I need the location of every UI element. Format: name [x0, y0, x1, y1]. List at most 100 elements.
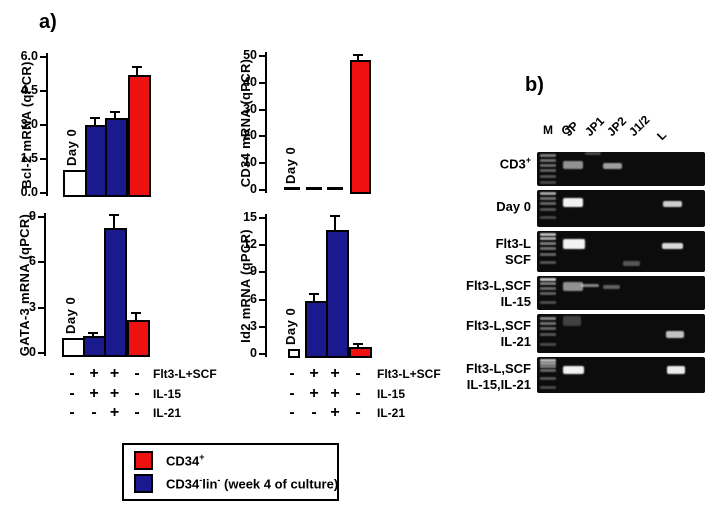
legend-label: CD34-lin- (week 4 of culture) [166, 475, 338, 491]
condition-sign: - [289, 384, 295, 402]
y-tick [38, 352, 44, 354]
gel-band [666, 331, 684, 338]
error-bar-cap [108, 214, 119, 217]
ladder-band [540, 237, 556, 240]
ladder-band [540, 359, 556, 362]
y-tick-label: 1.5 [20, 151, 38, 165]
lane-label: C [561, 123, 571, 137]
lane-label: JP2 [604, 113, 630, 139]
panel-b-label: b) [525, 74, 544, 96]
ladder-band [540, 216, 556, 219]
legend-item: CD34-lin- (week 4 of culture) [134, 474, 338, 493]
condition-sign: + [109, 404, 120, 422]
ladder-band [540, 386, 556, 389]
y-tick [259, 244, 265, 247]
condition-sign: - [289, 404, 295, 422]
y-tick [259, 271, 265, 274]
ladder-band [540, 175, 556, 178]
gel-row-label-line: CD3+ [500, 153, 531, 172]
gel-row-label: Flt3-L SCF [496, 236, 531, 267]
ladder-band [540, 365, 556, 368]
y-tick-label: 3 [29, 299, 36, 314]
condition-sign: - [134, 404, 140, 422]
bar-red [126, 319, 150, 357]
bar-blue [104, 227, 127, 357]
gel-row [537, 190, 705, 227]
y-tick-label: 4.5 [20, 83, 38, 97]
ladder-band [540, 282, 556, 285]
y-tick-label: 6 [250, 291, 257, 306]
ladder-band [540, 333, 556, 336]
gel-row-label: Day 0 [496, 199, 531, 215]
bar-blue [325, 229, 349, 358]
ladder-band [540, 377, 556, 380]
error-bar-cap [131, 312, 141, 315]
label-text-part: Day 0 [496, 199, 531, 214]
y-tick [38, 306, 44, 309]
condition-sign: + [109, 384, 120, 402]
error-bar [113, 112, 116, 122]
legend-box: CD34+ CD34-lin- (week 4 of culture) [122, 443, 339, 501]
y-tick [259, 162, 265, 165]
gel-band [662, 243, 683, 249]
ladder-band [540, 362, 556, 365]
y-tick [259, 217, 265, 219]
gel-row-label-line: Day 0 [496, 199, 531, 215]
bar-red [349, 60, 371, 194]
ladder-band [540, 208, 556, 211]
label-text-part: Flt3-L,SCF [466, 278, 531, 293]
y-tick [259, 298, 265, 301]
bar-red [127, 75, 151, 197]
error-bar [112, 216, 115, 231]
ladder-band [540, 317, 556, 320]
error-bar-cap [353, 54, 363, 56]
ladder-band [540, 278, 556, 281]
ladder-band [540, 192, 556, 195]
condition-sign: + [109, 365, 120, 382]
ladder-band [540, 154, 556, 157]
bar-open [288, 348, 300, 358]
y-tick [40, 90, 46, 92]
error-bar [93, 119, 96, 128]
y-tick-label: 0 [250, 346, 257, 360]
gel-band [603, 285, 620, 289]
legend-label: CD34+ [166, 452, 205, 468]
condition-sign: + [309, 384, 319, 402]
ladder-band [540, 369, 556, 372]
y-tick-label: 50 [243, 48, 257, 62]
ladder-band [540, 322, 556, 325]
ladder-band [540, 197, 556, 200]
y-tick [259, 108, 265, 111]
lane-label: L [654, 127, 670, 143]
error-bar-cap [309, 293, 319, 296]
ladder-band [540, 301, 556, 304]
bar-red [348, 347, 372, 358]
gel-row-label-line: Flt3-L [496, 236, 531, 252]
lane-label: J1/2 [626, 112, 653, 139]
gel-band [603, 163, 622, 169]
y-axis [44, 213, 46, 356]
gel-band [581, 284, 599, 287]
ladder-band [540, 164, 556, 167]
label-text-part: IL-21 [500, 333, 531, 349]
error-bar-cap [330, 215, 340, 218]
error-bar [334, 217, 336, 233]
condition-sign: + [89, 365, 99, 382]
gel-row [537, 314, 705, 353]
gel-band [563, 316, 581, 326]
condition-sign: - [355, 384, 361, 402]
ladder-band [540, 327, 556, 330]
y-tick-label: 12 [243, 237, 257, 252]
y-tick [259, 81, 265, 84]
condition-sign: - [289, 365, 295, 382]
y-tick [38, 216, 44, 218]
condition-sign: - [355, 404, 361, 422]
error-bar-cap [89, 117, 100, 120]
ladder-band [540, 242, 556, 245]
y-tick-label: 20 [243, 128, 257, 143]
y-tick-label: 3 [250, 318, 257, 333]
ladder-band [540, 253, 556, 256]
y-tick-label: 9 [250, 264, 257, 279]
y-tick [259, 55, 265, 57]
gel-band [663, 201, 682, 207]
